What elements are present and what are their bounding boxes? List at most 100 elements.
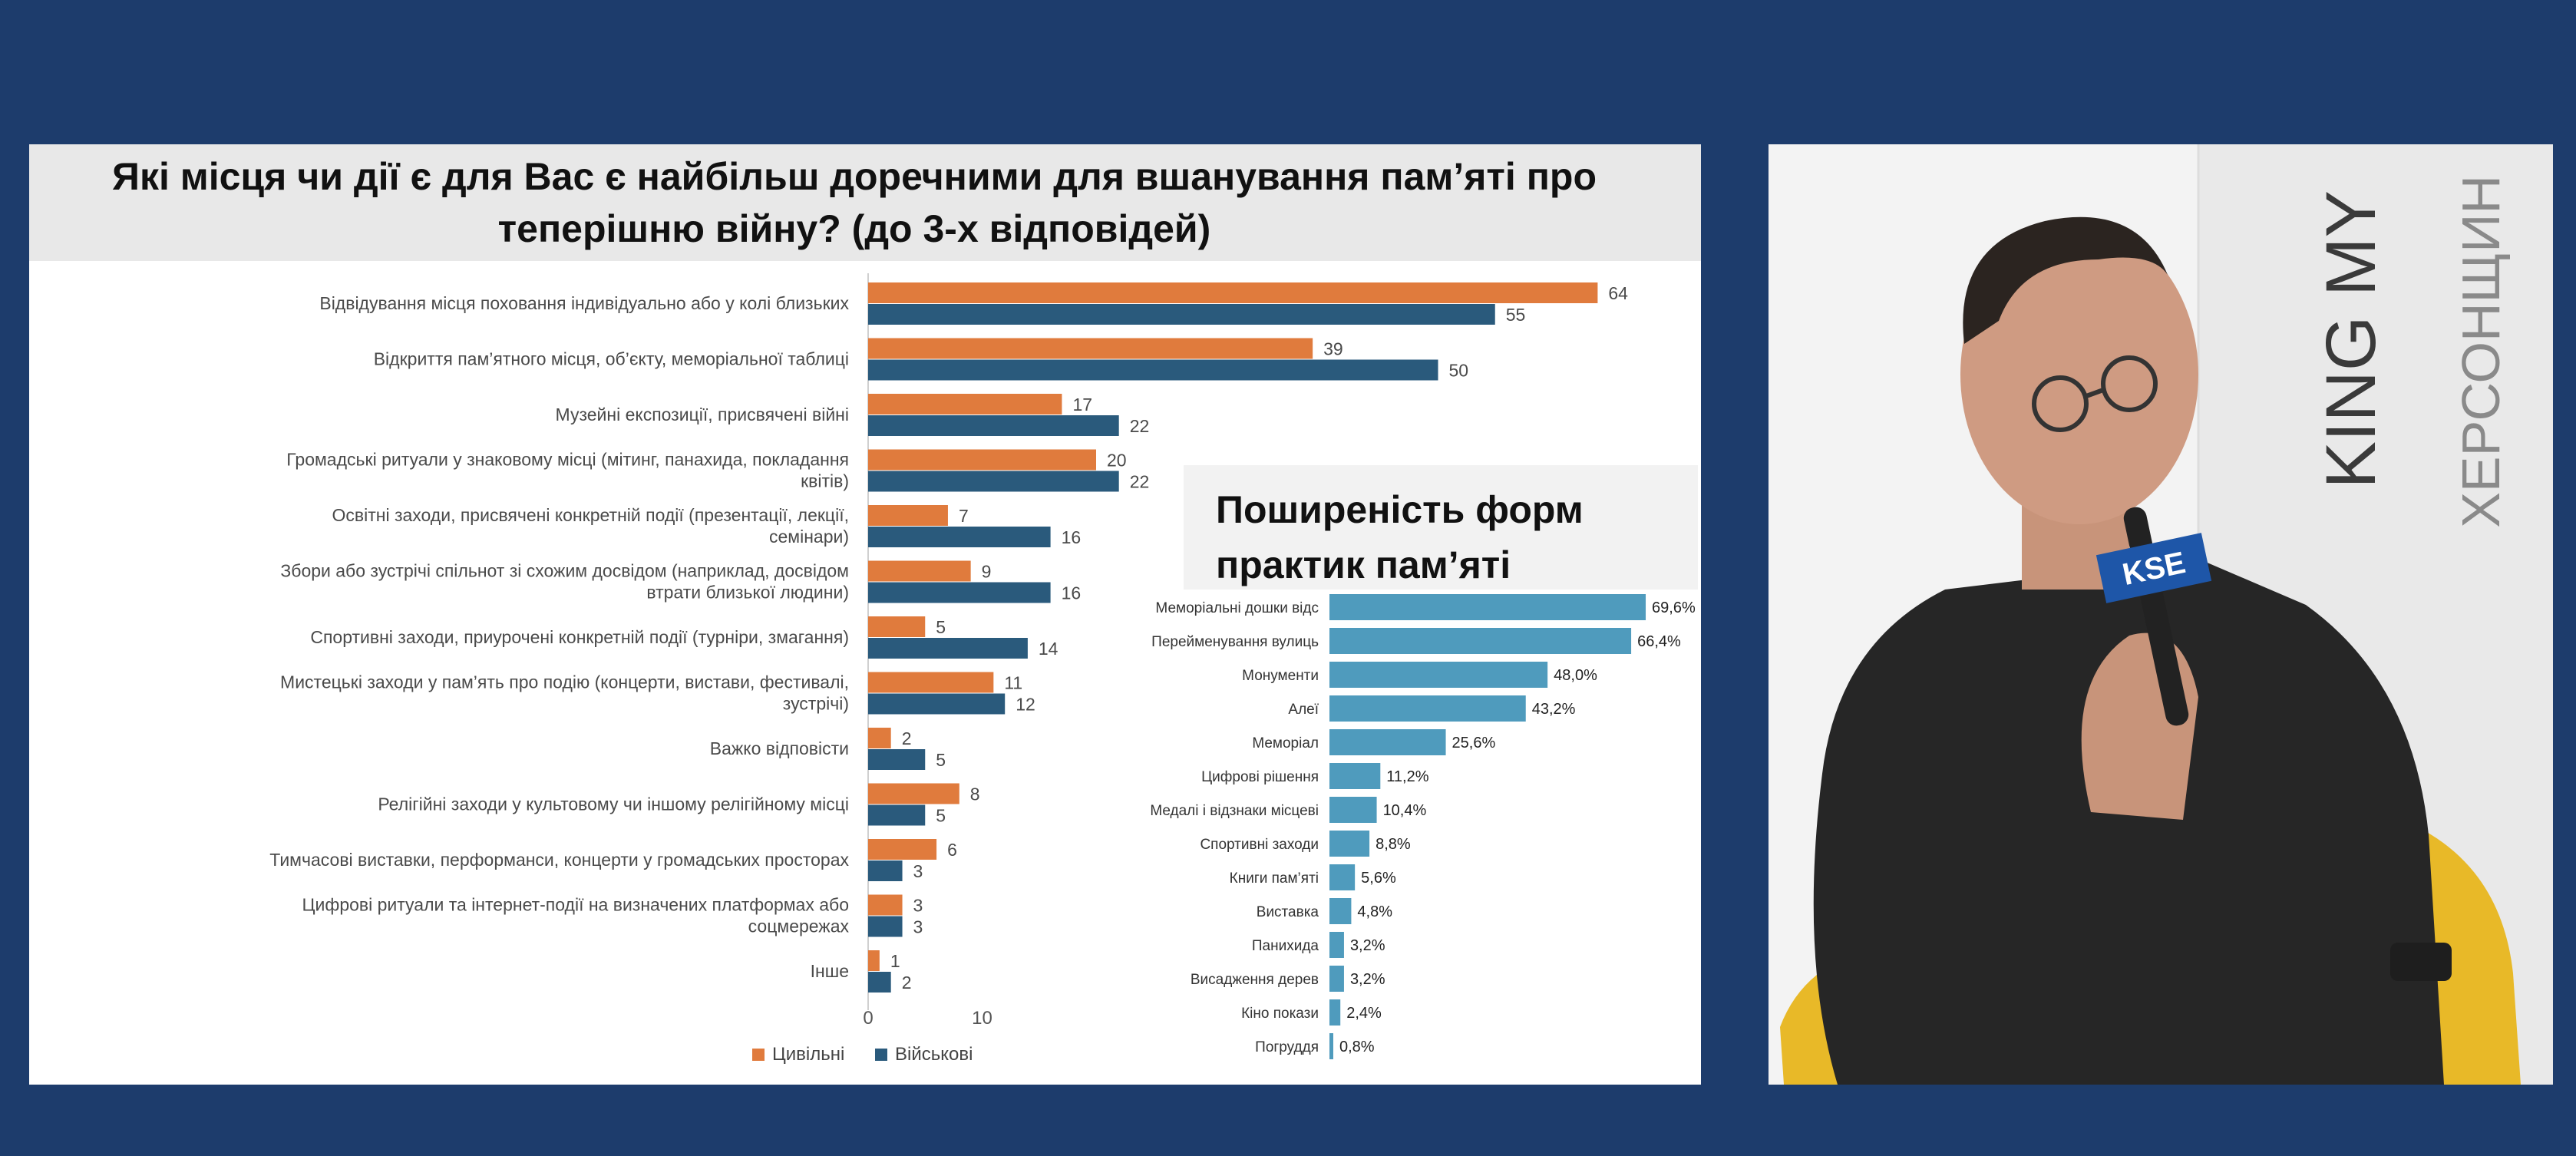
inset-value-label-6: 11,2% [1386,768,1428,785]
inset-panel: Поширеність форм практик пам’яті Меморіа… [1150,465,1698,1079]
inset-category-label-5: Меморіал [1252,735,1319,751]
bar-цивільні-6 [868,560,971,582]
backdrop-text-2: ХЕРСОНЩИН [2451,175,2511,528]
data-label-цивільні-10: 8 [970,784,980,804]
category-label-10: Релігійні заходи у культовому чи іншому … [378,794,849,814]
bar-військові-7 [868,638,1028,659]
inset-value-label-14: 0,8% [1339,1039,1375,1055]
inset-bar-5 [1329,729,1446,755]
inset-bar-14 [1329,1033,1333,1059]
data-label-військові-7: 14 [1039,639,1058,659]
inset-bar-13 [1329,999,1341,1026]
bar-цивільні-9 [868,728,891,748]
inset-category-label-10: Виставка [1257,904,1319,920]
speaker-hair [1963,216,2168,344]
category-label-8: Мистецькі заходи у пам’ять про подію (ко… [280,672,849,714]
data-label-цивільні-4: 20 [1107,451,1127,471]
inset-bar-9 [1329,864,1356,890]
data-label-цивільні-2: 39 [1323,339,1343,359]
data-label-військові-9: 5 [936,750,946,770]
data-label-військові-4: 22 [1130,472,1150,492]
inset-title: Поширеність форм практик пам’яті [1216,488,1584,586]
legend-civilian: Цивільні [752,1044,844,1065]
mic-flag [2095,533,2212,603]
bar-військові-13 [868,972,891,993]
inset-bar-12 [1329,966,1344,992]
inset-bar-7 [1329,797,1377,823]
legend-civilian-swatch [752,1049,765,1061]
inset-value-label-5: 25,6% [1452,735,1496,751]
presentation-slide: Які місця чи дії є для Вас є найбільш до… [29,144,1701,1085]
category-label-5: Освітні заходи, присвячені конкретній по… [332,505,849,547]
bar-цивільні-12 [868,894,903,916]
bar-військові-6 [868,582,1051,603]
category-label-9: Важко відповісти [710,738,849,758]
data-label-військові-8: 12 [1016,695,1035,715]
speaker-video: KING MY ХЕРСОНЩИН KSE [1769,144,2553,1085]
category-label-6: Збори або зустрічі спільнот зі схожим до… [280,561,849,603]
inset-bar-4 [1329,695,1526,722]
inset-value-label-9: 5,6% [1361,870,1396,887]
bar-військові-1 [868,304,1495,325]
data-label-військові-13: 2 [902,973,912,993]
category-label-7: Спортивні заходи, приурочені конкретній … [310,627,849,647]
category-label-1: Відвідування місця поховання індивідуаль… [319,293,849,313]
bar-цивільні-1 [868,282,1598,303]
glasses-left-lens [2032,375,2089,432]
speaker-face [1960,225,2198,524]
inset-category-label-11: Панихида [1252,938,1319,954]
bar-військові-12 [868,916,903,937]
bar-цивільні-10 [868,783,959,804]
category-label-2: Відкриття пам’ятного місця, об’єкту, мем… [374,349,849,369]
inset-bar-3 [1329,662,1548,688]
inset-bar-chart: Меморіальні дошки відс 69,6% Перейменуванн… [1150,594,1696,1059]
inset-category-label-2: Перейменування вулиць [1151,634,1319,650]
inset-value-label-13: 2,4% [1346,1005,1382,1022]
inset-bar-6 [1329,763,1381,789]
bar-цивільні-8 [868,672,994,693]
inset-bar-11 [1329,932,1344,958]
data-label-цивільні-5: 7 [959,506,969,526]
backdrop-text-1: KING MY [2312,190,2390,488]
bar-військові-9 [868,749,926,770]
data-label-військові-2: 50 [1449,361,1469,381]
category-label-13: Інше [811,961,849,981]
legend-civilian-label: Цивільні [772,1044,845,1065]
bar-цивільні-3 [868,394,1062,415]
legend-military: Військові [875,1044,973,1065]
inset-value-label-7: 10,4% [1383,802,1427,819]
legend-military-label: Військові [895,1044,973,1065]
inset-value-label-12: 3,2% [1350,971,1385,988]
data-label-цивільні-12: 3 [913,896,923,916]
category-label-12: Цифрові ритуали та інтернет-події на виз… [302,895,850,936]
inset-bar-1 [1329,594,1646,620]
data-label-цивільні-7: 5 [936,617,946,637]
bar-військові-2 [868,359,1438,381]
speaker-scene: KING MY ХЕРСОНЩИН KSE [1769,144,2553,1085]
bar-військові-5 [868,527,1051,547]
x-tick-label-0: 0 [863,1008,873,1029]
inset-value-label-8: 8,8% [1376,836,1411,853]
data-label-військові-3: 22 [1130,416,1150,436]
inset-category-label-8: Спортивні заходи [1200,837,1319,853]
inset-bar-2 [1329,628,1632,654]
bar-військові-3 [868,415,1119,436]
glasses-right-lens [2101,355,2158,412]
inset-value-label-3: 48,0% [1554,667,1597,684]
bar-цивільні-13 [868,950,880,971]
data-label-цивільні-6: 9 [982,562,992,582]
bar-цивільні-7 [868,616,926,637]
bar-військові-4 [868,471,1119,492]
bar-військові-10 [868,804,926,826]
slide-title: Які місця чи дії є для Вас є найбільш до… [112,155,1597,250]
inset-category-label-1: Меморіальні дошки відс [1155,600,1319,616]
inset-value-label-10: 4,8% [1357,903,1392,920]
data-label-військові-11: 3 [913,861,923,881]
main-bar-chart: Відвідування місця поховання індивідуаль… [269,273,1628,1029]
data-label-цивільні-9: 2 [902,728,912,748]
data-label-цивільні-13: 1 [890,951,900,971]
data-label-цивільні-11: 6 [947,840,957,860]
bar-військові-11 [868,860,903,881]
data-label-військові-1: 55 [1506,305,1526,325]
title-band [29,144,1701,261]
